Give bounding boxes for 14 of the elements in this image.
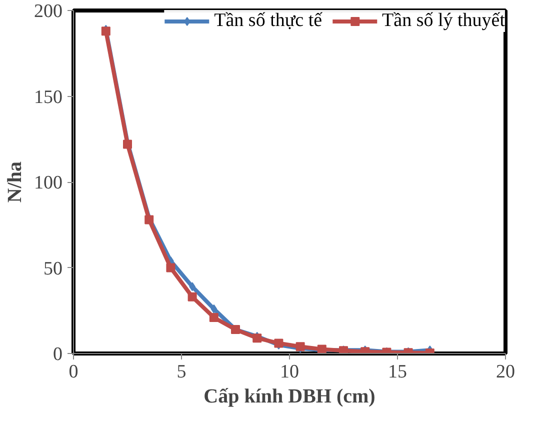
x-tick-label: 5: [176, 362, 186, 382]
legend-label: Tần số thực tế: [214, 10, 322, 32]
x-tick-label: 0: [68, 362, 78, 382]
y-tick-label: 0: [53, 344, 62, 365]
y-tick-label: 50: [44, 258, 62, 280]
x-tick-label: 20: [496, 362, 515, 382]
y-tick-label: 150: [34, 86, 62, 108]
y-axis-title: N/ha: [4, 161, 26, 203]
legend-label: Tần số lý thuyết: [382, 10, 505, 32]
x-tick-label: 15: [388, 362, 407, 382]
x-axis-title: Cấp kính DBH (cm): [204, 386, 376, 408]
y-tick-label: 200: [34, 1, 62, 22]
x-tick-label: 10: [280, 362, 299, 382]
y-tick-label: 100: [34, 172, 62, 194]
